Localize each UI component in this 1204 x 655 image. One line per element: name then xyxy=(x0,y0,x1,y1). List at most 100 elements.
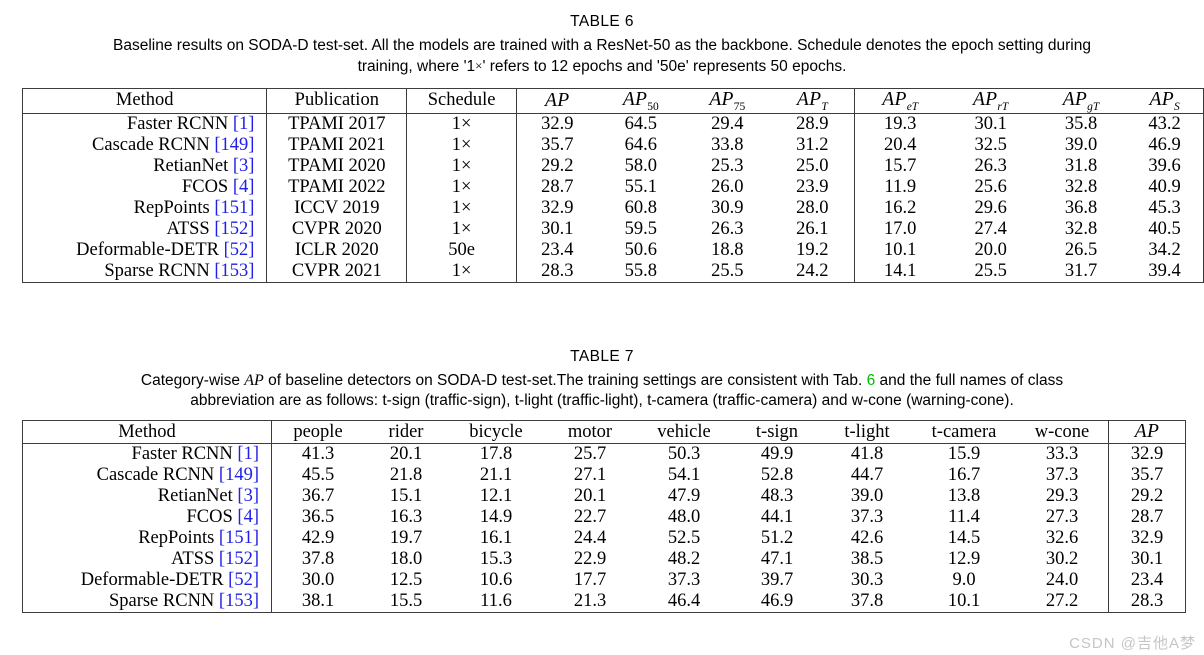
table-row: Deformable-DETR [52] ICLR 2020 50e 23.4 50.6… xyxy=(23,239,1203,261)
metric-cell: 14.1 xyxy=(854,260,946,282)
metric-cell: 41.8 xyxy=(850,444,884,464)
metric-cell: 60.8 xyxy=(624,197,657,218)
citation-reference[interactable]: [153] xyxy=(218,591,259,611)
publication-cell: TPAMI 2022 xyxy=(266,176,407,198)
method-label: Deformable-DETR xyxy=(80,570,229,590)
method-label: RetianNet xyxy=(153,155,233,176)
citation-reference[interactable]: [52] xyxy=(228,570,259,590)
citation-reference[interactable]: [151] xyxy=(218,528,259,548)
publication-cell: CVPR 2020 xyxy=(266,218,407,240)
citation-reference[interactable]: [52] xyxy=(223,239,255,260)
metric-cell: 31.8 xyxy=(1064,155,1098,176)
method-label: RetianNet xyxy=(157,486,238,506)
metric-cell: 51.2 xyxy=(760,528,794,548)
metric-cell: 10.1 xyxy=(947,591,981,611)
metric-cell: 50.6 xyxy=(624,239,657,260)
citation-reference[interactable]: [152] xyxy=(214,218,255,239)
table-row: ATSS [152] 37.8 18.0 15.3 22.9 48.2 47.1 38.5 12… xyxy=(23,549,1185,570)
metric-cell: 34.2 xyxy=(1148,239,1181,260)
metric-cell: 15.5 xyxy=(389,591,423,611)
table7-col-t-sign: t-sign xyxy=(732,421,822,444)
metric-cell: 25.3 xyxy=(711,155,744,176)
method-name: Faster RCNN [1] xyxy=(23,444,272,466)
method-label: RepPoints xyxy=(138,528,219,548)
citation-reference[interactable]: [149] xyxy=(218,465,259,485)
table7-caption: TABLE 7 Category-wise AP of baseline det… xyxy=(0,347,1204,412)
table7-caption-a: Category-wise xyxy=(140,371,245,389)
publication-cell: ICLR 2020 xyxy=(266,239,407,261)
metric-cell: 39.0 xyxy=(1064,134,1098,155)
metric-cell: 28.0 xyxy=(796,197,829,218)
metric-cell: 37.8 xyxy=(850,591,884,611)
table7-col-people: people xyxy=(271,421,364,444)
metric-cell: 16.3 xyxy=(389,507,423,527)
method-label: Deformable-DETR xyxy=(76,239,224,260)
metric-cell: 29.4 xyxy=(711,113,744,134)
metric-cell: 46.9 xyxy=(760,591,794,611)
citation-reference[interactable]: [151] xyxy=(214,197,255,218)
method-name: Cascade RCNN [149] xyxy=(23,135,267,156)
table6-caption-line2-a: training, where '1 xyxy=(357,58,476,75)
citation-reference[interactable]: [4] xyxy=(232,176,255,197)
citation-reference[interactable]: [3] xyxy=(232,155,255,176)
metric-cell: 29.6 xyxy=(974,197,1007,218)
table-row: Faster RCNN [1] TPAMI 2017 1× 32.9 64.5 29.4 2… xyxy=(23,113,1203,135)
metric-cell: 29.2 xyxy=(1108,486,1185,507)
citation-reference[interactable]: [3] xyxy=(237,486,259,506)
metric-cell: 30.1 xyxy=(974,113,1007,134)
table-row: RetianNet [3] TPAMI 2020 1× 29.2 58.0 25.3 25.… xyxy=(23,155,1203,177)
metric-cell: 14.5 xyxy=(947,528,981,548)
citation-reference[interactable]: [153] xyxy=(214,260,255,281)
table7-col-bicycle: bicycle xyxy=(448,421,544,444)
metric-cell: 20.4 xyxy=(854,134,946,156)
citation-reference[interactable]: [1] xyxy=(232,113,255,134)
schedule-cell: 50e xyxy=(406,239,517,261)
method-label: ATSS xyxy=(171,549,219,569)
metric-cell: 43.2 xyxy=(1148,113,1181,134)
table7-col-motor: motor xyxy=(544,421,636,444)
metric-cell: 52.8 xyxy=(760,465,794,485)
table6-col-ap: AP xyxy=(515,89,598,114)
table6-col-publication: Publication xyxy=(266,89,407,114)
citation-reference[interactable]: [1] xyxy=(237,444,259,464)
table7-caption-math-ap: AP xyxy=(244,371,264,389)
metric-cell: 39.7 xyxy=(760,570,794,590)
method-name: Sparse RCNN [153] xyxy=(23,261,267,282)
metric-cell: 18.8 xyxy=(711,239,744,260)
table7-col-t-light: t-light xyxy=(822,421,912,444)
metric-cell: 23.4 xyxy=(515,239,598,261)
metric-cell: 28.7 xyxy=(515,176,598,198)
metric-cell: 11.6 xyxy=(480,591,512,611)
metric-cell: 27.2 xyxy=(1045,591,1079,611)
metric-cell: 37.3 xyxy=(1045,465,1079,485)
method-name: ATSS [152] xyxy=(23,219,267,240)
table6-header-row: Method Publication Schedule AP AP50 AP75… xyxy=(23,89,1203,114)
citation-reference[interactable]: [152] xyxy=(218,549,259,569)
metric-cell: 46.9 xyxy=(1148,134,1181,155)
table7-col-t-camera: t-camera xyxy=(912,421,1016,444)
citation-reference[interactable]: [4] xyxy=(237,507,259,527)
metric-cell: 31.7 xyxy=(1064,260,1098,281)
metric-cell: 58.0 xyxy=(624,155,657,176)
metric-cell: 32.8 xyxy=(1064,218,1098,239)
metric-cell: 29.2 xyxy=(515,155,598,177)
method-name: RetianNet [3] xyxy=(23,156,267,177)
table6-container: Method Publication Schedule AP AP50 AP75… xyxy=(22,88,1204,283)
publication-cell: CVPR 2021 xyxy=(266,260,407,282)
schedule-cell: 1× xyxy=(406,218,517,240)
metric-cell: 38.1 xyxy=(271,591,364,612)
method-name: RepPoints [151] xyxy=(23,198,267,219)
metric-cell: 30.0 xyxy=(271,570,364,591)
table7-caption-table-reference[interactable]: 6 xyxy=(866,371,876,389)
metric-cell: 30.9 xyxy=(711,197,744,218)
metric-cell: 30.3 xyxy=(850,570,884,590)
metric-cell: 26.5 xyxy=(1064,239,1098,260)
metric-cell: 49.9 xyxy=(760,444,794,464)
method-name: Cascade RCNN [149] xyxy=(23,465,272,486)
metric-cell: 13.8 xyxy=(947,486,981,506)
metric-cell: 19.2 xyxy=(796,239,829,260)
method-label: Sparse RCNN xyxy=(104,260,215,281)
table6-caption-line1: Baseline results on SODA-D test-set. All… xyxy=(113,36,1091,54)
citation-reference[interactable]: [149] xyxy=(214,134,255,155)
metric-cell: 26.3 xyxy=(711,218,744,239)
